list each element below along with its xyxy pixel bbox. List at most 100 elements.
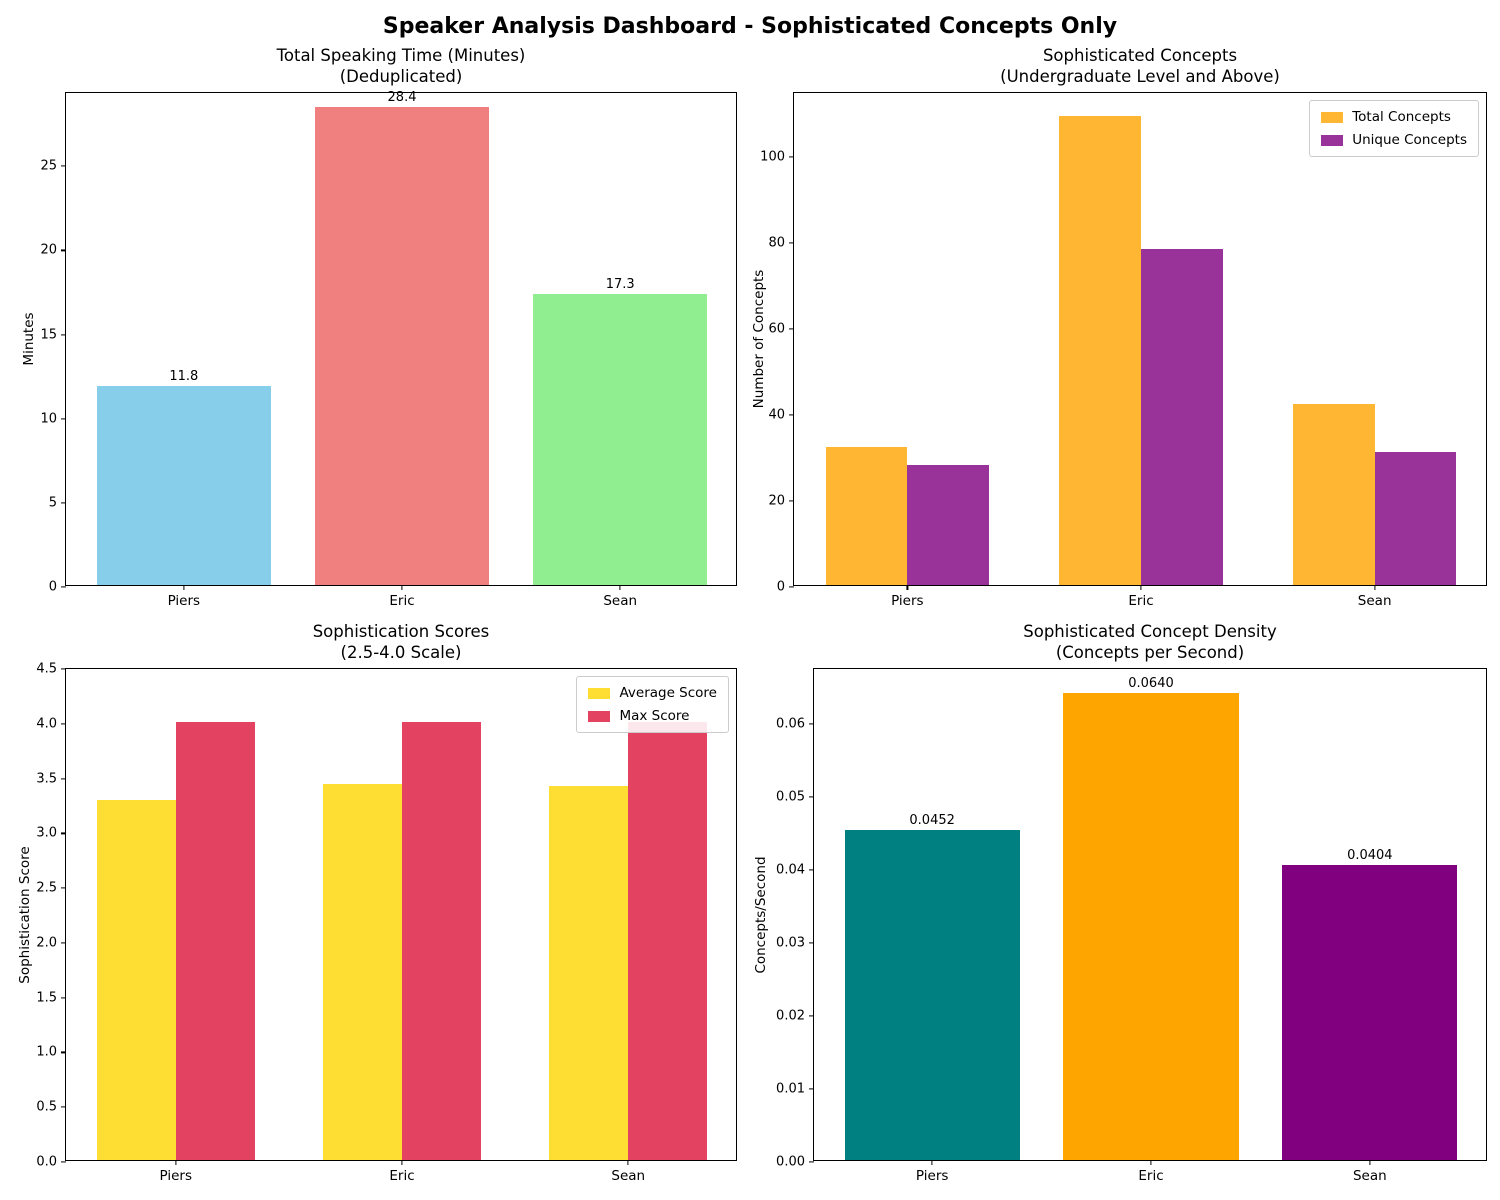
y-tick-mark [61, 502, 66, 504]
bar-sean-max-score [628, 721, 708, 1160]
y-tick-mark [789, 156, 794, 158]
x-tick-mark [906, 585, 908, 590]
x-tick-mark [1140, 585, 1142, 590]
y-tick-label: 3.0 [36, 825, 57, 841]
y-axis-label: Concepts/Second [753, 855, 769, 974]
bar-sean [1282, 864, 1458, 1160]
bar-value-label: 11.8 [169, 369, 199, 385]
legend-entry: Max Score [588, 708, 717, 724]
x-tick-mark [183, 585, 185, 590]
y-tick-label: 4.5 [36, 661, 57, 677]
x-tick-label-eric: Eric [1128, 593, 1154, 609]
legend-swatch [1321, 111, 1344, 123]
legend-label: Max Score [619, 708, 690, 724]
y-tick-mark [789, 242, 794, 244]
y-axis-label: Sophistication Score [17, 845, 33, 984]
y-tick-mark [809, 1088, 814, 1090]
y-tick-label: 0.02 [776, 1008, 805, 1024]
y-tick-mark [61, 1051, 66, 1054]
y-tick-mark [61, 832, 66, 834]
legend-swatch [1321, 134, 1344, 146]
x-tick-label-sean: Sean [1357, 593, 1392, 609]
y-tick-label: 25 [40, 158, 57, 174]
bar-piers [844, 829, 1020, 1160]
legend-entry: Unique Concepts [1321, 132, 1467, 148]
y-tick-mark [61, 887, 66, 889]
bar-eric-max-score [402, 721, 482, 1160]
y-tick-mark [61, 586, 66, 588]
y-tick-label: 0.06 [776, 716, 805, 732]
y-tick-mark [61, 165, 66, 167]
bar-eric [1063, 692, 1239, 1160]
x-tick-mark [627, 1160, 629, 1165]
y-tick-mark [61, 723, 66, 725]
bar-piers-unique-concepts [907, 464, 990, 585]
y-tick-mark [61, 777, 66, 780]
x-tick-label-eric: Eric [389, 593, 415, 609]
x-tick-mark [1369, 1160, 1371, 1165]
bar-piers-max-score [175, 721, 255, 1160]
y-tick-mark [789, 328, 794, 330]
chart-title-line1: Sophistication Scores [312, 622, 490, 641]
bar-sean-unique-concepts [1374, 451, 1457, 585]
y-tick-label: 3.5 [36, 771, 57, 787]
plot-area: 0.00 0.01 0.02 0.03 0.04 0.05 0.06 0.0452 0.0640… [776, 668, 1487, 1184]
x-tick-mark [931, 1160, 933, 1165]
plot-area: 0.0 0.5 1.0 1.5 2.0 2.5 3.0 3.5 4.0 4.5 Piers Eric S… [36, 662, 737, 1184]
x-tick-label-sean: Sean [1352, 1168, 1387, 1184]
y-tick-mark [789, 586, 794, 588]
y-tick-mark [789, 414, 794, 416]
x-tick-label-piers: Piers [915, 1168, 949, 1184]
y-tick-label: 1.5 [36, 990, 57, 1006]
bar-sean [532, 293, 708, 585]
y-tick-label: 20 [768, 493, 785, 509]
chart-title-line2: (Undergraduate Level and Above) [1000, 67, 1280, 86]
y-tick-label: 0.01 [776, 1081, 805, 1097]
bar-eric-total-concepts [1059, 115, 1141, 585]
y-tick-mark [809, 1161, 814, 1163]
chart-sophisticated-concepts: Sophisticated Concepts (Undergraduate Le… [751, 46, 1487, 609]
y-tick-label: 40 [768, 407, 785, 423]
legend-entry: Total Concepts [1321, 109, 1467, 125]
chart-sophistication-scores: Sophistication Scores (2.5-4.0 Scale) So… [17, 622, 737, 1184]
plot-area: 0 20 40 60 80 100 Piers Eric Sean Total Concepts U… [760, 92, 1487, 609]
y-tick-label: 15 [40, 327, 57, 343]
bar-eric-unique-concepts [1141, 249, 1223, 585]
y-tick-label: 0.0 [36, 1154, 57, 1170]
x-tick-mark [401, 585, 403, 590]
chart-concept-density: Sophisticated Concept Density (Concepts … [753, 622, 1487, 1184]
y-tick-label: 2.5 [36, 880, 57, 896]
x-tick-label-eric: Eric [389, 1168, 415, 1184]
y-tick-label: 0.5 [36, 1099, 57, 1115]
y-tick-label: 100 [760, 149, 785, 165]
bar-piers [96, 386, 272, 585]
bar-sean-average-score [549, 786, 629, 1160]
x-tick-label-sean: Sean [603, 593, 638, 609]
x-tick-label-eric: Eric [1138, 1168, 1164, 1184]
y-axis-label: Number of Concepts [751, 269, 767, 409]
bar-value-label: 28.4 [387, 90, 417, 105]
chart-title: Sophisticated Concepts (Undergraduate Le… [733, 45, 1500, 87]
x-tick-mark [619, 585, 621, 590]
y-tick-label: 5 [48, 495, 57, 511]
chart-title: Total Speaking Time (Minutes) (Deduplica… [5, 45, 797, 87]
y-tick-mark [61, 997, 66, 999]
bar-eric-average-score [322, 784, 402, 1160]
page-title: Speaker Analysis Dashboard - Sophisticat… [382, 14, 1118, 39]
bar-eric [314, 107, 490, 585]
y-tick-label: 4.0 [36, 716, 57, 732]
legend-label: Average Score [619, 685, 717, 701]
y-tick-mark [61, 249, 66, 251]
x-tick-mark [1374, 585, 1376, 590]
y-tick-label: 2.0 [36, 935, 57, 951]
plot-area: 0 5 10 15 20 25 11.8 28.4 17.3 Piers Eric Sean [40, 90, 737, 609]
y-tick-label: 0.00 [776, 1154, 805, 1170]
legend: Total Concepts Unique Concepts [1309, 100, 1479, 157]
chart-title-line1: Sophisticated Concept Density [1023, 622, 1277, 641]
x-tick-label-piers: Piers [159, 1168, 192, 1184]
y-tick-mark [61, 333, 66, 336]
y-tick-label: 10 [40, 411, 57, 427]
y-tick-mark [809, 1015, 814, 1017]
y-tick-label: 0 [776, 579, 785, 595]
